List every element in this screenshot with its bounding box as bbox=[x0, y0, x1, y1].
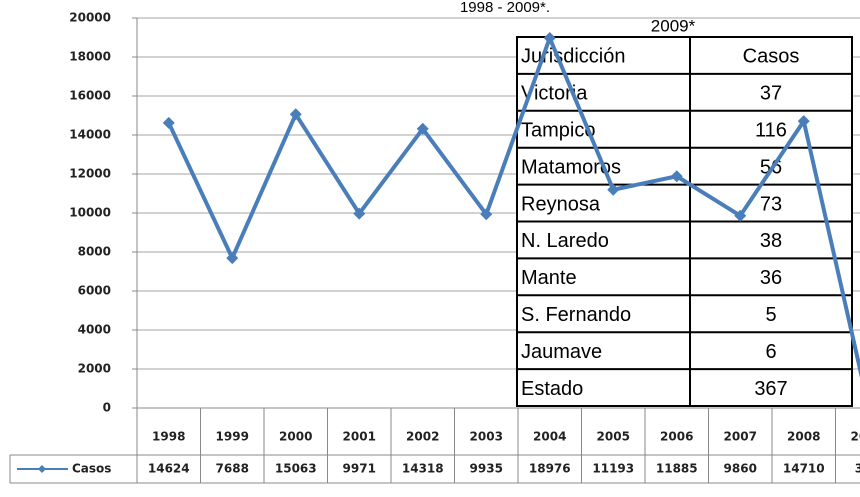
table-value: 14624 bbox=[148, 462, 190, 476]
chart-title: 1998 - 2009*. bbox=[460, 0, 550, 16]
table-value: 18976 bbox=[529, 462, 571, 476]
marker bbox=[353, 207, 366, 220]
table-cell: 367 bbox=[754, 378, 787, 400]
table-value: 9935 bbox=[470, 462, 503, 476]
table-value: 9971 bbox=[343, 462, 376, 476]
table-cell: 37 bbox=[760, 83, 782, 105]
marker bbox=[797, 115, 810, 128]
marker bbox=[734, 209, 747, 222]
table-cell: Tampico bbox=[521, 120, 595, 142]
marker bbox=[543, 31, 556, 44]
y-tick-label: 16000 bbox=[69, 89, 111, 103]
marker bbox=[162, 116, 175, 129]
x-tick-label: 2003 bbox=[470, 430, 503, 444]
series-line bbox=[166, 35, 860, 378]
table-value: 7688 bbox=[216, 462, 249, 476]
table-cell: 36 bbox=[760, 267, 782, 289]
table-cell: Mante bbox=[521, 267, 577, 289]
table-value: 11193 bbox=[592, 462, 634, 476]
marker bbox=[670, 170, 683, 183]
x-tick-label: 2001 bbox=[343, 430, 376, 444]
y-tick-label: 4000 bbox=[78, 323, 111, 337]
x-tick-label: 2005 bbox=[597, 430, 630, 444]
x-tick-label: 2002 bbox=[406, 430, 439, 444]
marker bbox=[480, 208, 493, 221]
y-tick-label: 10000 bbox=[69, 206, 111, 220]
table-value: 11885 bbox=[656, 462, 698, 476]
y-tick-label: 18000 bbox=[69, 50, 111, 64]
x-tick-label: 2007 bbox=[724, 430, 757, 444]
table-cell: 5 bbox=[765, 304, 776, 326]
table-cell: 38 bbox=[760, 230, 782, 252]
x-tick-label: 2000 bbox=[279, 430, 312, 444]
marker bbox=[416, 122, 429, 135]
table-value: 14710 bbox=[783, 462, 825, 476]
y-tick-label: 8000 bbox=[78, 245, 111, 259]
table-value: 9860 bbox=[724, 462, 757, 476]
table-value: 15063 bbox=[275, 462, 317, 476]
x-tick-label: 1998 bbox=[152, 430, 185, 444]
marker bbox=[607, 183, 620, 196]
x-tick-label: 2004 bbox=[533, 430, 566, 444]
y-tick-label: 14000 bbox=[69, 128, 111, 142]
table-cell: 116 bbox=[755, 120, 787, 142]
table-value: 14318 bbox=[402, 462, 444, 476]
table-cell: Reynosa bbox=[521, 193, 601, 215]
marker bbox=[226, 252, 239, 265]
table-caption: 2009* bbox=[651, 16, 696, 35]
table-cell: 6 bbox=[765, 341, 776, 363]
table-cell: Jaumave bbox=[521, 341, 602, 363]
table-cell: Estado bbox=[521, 378, 583, 400]
table-header: Casos bbox=[743, 46, 800, 68]
table-header: Jurisdicción bbox=[521, 46, 625, 68]
y-tick-label: 2000 bbox=[78, 362, 111, 376]
y-tick-label: 12000 bbox=[69, 167, 111, 181]
legend-label: Casos bbox=[72, 462, 111, 476]
table-cell: Matamoros bbox=[521, 156, 621, 178]
x-tick-label: 2009 bbox=[851, 430, 860, 444]
x-tick-label: 2008 bbox=[787, 430, 820, 444]
legend-marker bbox=[38, 465, 46, 473]
x-tick-label: 2006 bbox=[660, 430, 693, 444]
table-cell: S. Fernando bbox=[521, 304, 631, 326]
table-value: 367 bbox=[855, 462, 860, 476]
y-tick-label: 20000 bbox=[69, 11, 111, 25]
table-cell: 73 bbox=[760, 193, 782, 215]
table-cell: N. Laredo bbox=[521, 230, 609, 252]
marker bbox=[289, 108, 302, 121]
y-tick-label: 0 bbox=[103, 401, 111, 415]
x-tick-label: 1999 bbox=[216, 430, 249, 444]
y-tick-label: 6000 bbox=[78, 284, 111, 298]
